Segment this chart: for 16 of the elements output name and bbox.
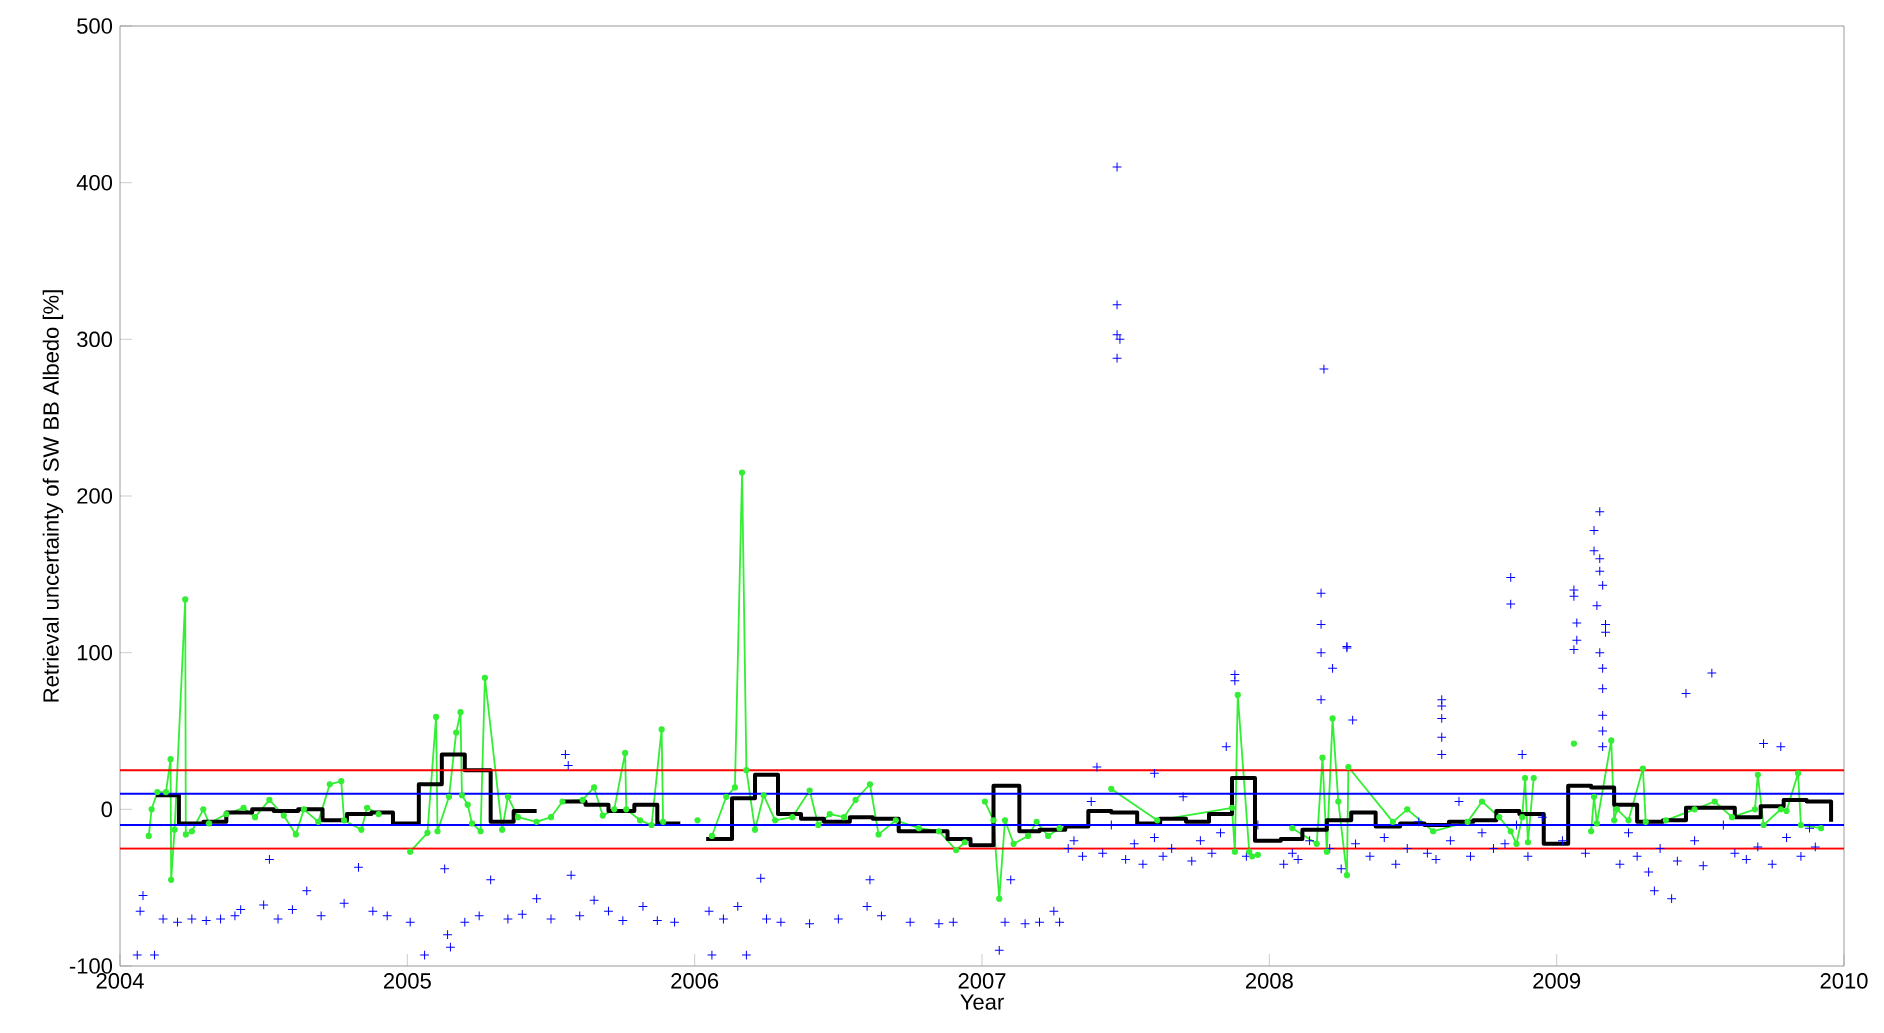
y-tick-label: 400: [76, 174, 113, 191]
x-tick-label: 2005: [383, 973, 431, 989]
x-tick-label: 2008: [1245, 973, 1293, 989]
y-tick-label: 0: [101, 801, 113, 818]
y-tick-label: 100: [77, 644, 113, 661]
y-tick-label: 200: [77, 488, 113, 504]
x-tick-label: 2007: [958, 973, 1006, 989]
x-axis-title: Year: [960, 994, 1004, 1010]
y-tick-label: -100: [69, 958, 113, 974]
x-tick-label: 2004: [96, 973, 144, 989]
y-tick-label: 500: [77, 18, 113, 34]
y-axis-title: Retrieval uncertainty of SW BB Albedo [%]: [42, 290, 64, 702]
y-tick-label: 300: [77, 331, 113, 348]
x-tick-label: 2009: [1533, 973, 1581, 989]
x-tick-label: 2006: [671, 973, 719, 989]
x-tick-label: 2010: [1820, 973, 1868, 989]
